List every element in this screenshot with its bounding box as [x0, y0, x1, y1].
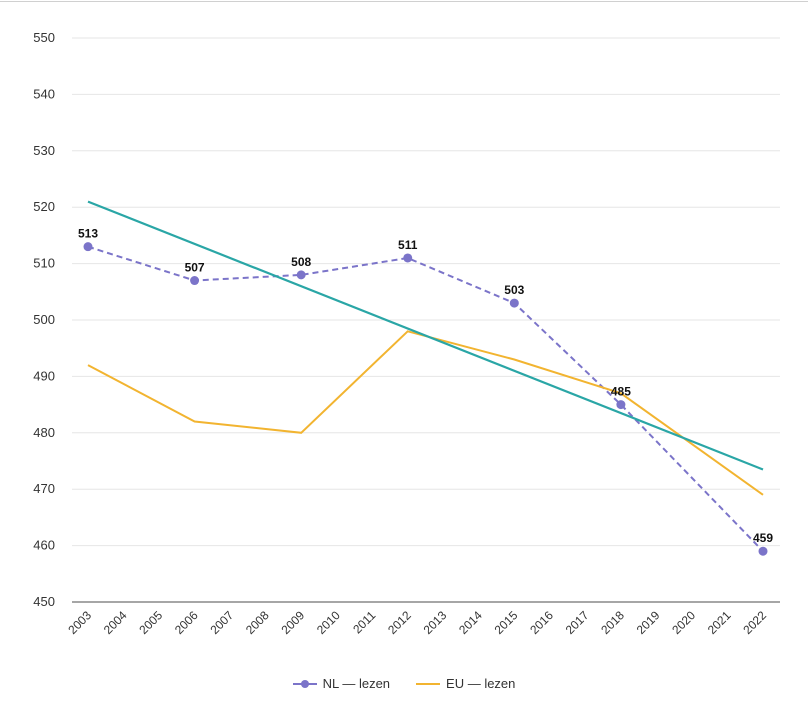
y-axis-ticks: 450 460 470 480 490 500 510 520 530 540 550 — [33, 30, 55, 609]
x-axis-ticks: 2003 2004 2005 2006 2007 2008 2009 2010 2011 2012… — [65, 608, 769, 637]
x-tick-label: 2018 — [598, 608, 627, 637]
x-tick-label: 2022 — [740, 608, 769, 637]
nl-data-point — [296, 270, 306, 280]
legend-nl-swatch-icon — [292, 679, 317, 688]
legend-eu-swatch-icon — [416, 682, 441, 685]
y-tick-label: 480 — [33, 425, 55, 440]
nl-data-point — [190, 276, 200, 286]
legend-item-eu[interactable]: EU — lezen — [416, 676, 515, 691]
nl-data-label: 513 — [78, 227, 98, 241]
legend-nl-label: NL — lezen — [322, 676, 391, 691]
x-tick-label: 2009 — [278, 608, 307, 637]
legend-eu-label: EU — lezen — [446, 676, 516, 691]
x-tick-label: 2021 — [705, 608, 734, 637]
top-border — [0, 1, 808, 2]
x-tick-label: 2004 — [101, 608, 130, 637]
data-labels: 513 507 508 511 503 485 459 — [78, 227, 773, 546]
x-tick-label: 2014 — [456, 608, 485, 637]
x-tick-label: 2012 — [385, 608, 414, 637]
x-tick-label: 2017 — [563, 608, 592, 637]
legend: NL — lezen EU — lezen — [0, 676, 808, 691]
y-tick-label: 520 — [33, 199, 55, 214]
x-tick-label: 2020 — [669, 608, 698, 637]
y-tick-label: 550 — [33, 30, 55, 45]
nl-data-label: 508 — [291, 255, 311, 269]
y-tick-label: 510 — [33, 256, 55, 271]
x-tick-label: 2005 — [136, 608, 165, 637]
series-nl-line — [87, 245, 764, 552]
x-tick-label: 2016 — [527, 608, 556, 637]
y-tick-label: 470 — [33, 481, 55, 496]
nl-data-point — [83, 242, 93, 252]
legend-item-nl[interactable]: NL — lezen — [292, 676, 391, 691]
y-tick-label: 450 — [33, 594, 55, 609]
nl-data-point — [758, 546, 768, 556]
nl-data-label: 511 — [398, 238, 418, 252]
x-tick-label: 2006 — [172, 608, 201, 637]
y-tick-label: 500 — [33, 312, 55, 327]
nl-data-label: 507 — [185, 261, 205, 275]
x-tick-label: 2007 — [207, 608, 236, 637]
x-tick-label: 2008 — [243, 608, 272, 637]
gridlines — [72, 37, 780, 603]
x-tick-label: 2015 — [492, 608, 521, 637]
nl-data-point — [616, 400, 626, 410]
nl-data-label: 503 — [504, 283, 524, 297]
nl-data-label: 459 — [753, 531, 773, 545]
y-tick-label: 530 — [33, 143, 55, 158]
series-group — [83, 200, 768, 556]
nl-data-point — [403, 253, 413, 263]
x-tick-label: 2013 — [421, 608, 450, 637]
y-tick-label: 490 — [33, 368, 55, 383]
x-tick-label: 2010 — [314, 608, 343, 637]
x-tick-label: 2011 — [350, 608, 378, 636]
y-tick-label: 460 — [33, 538, 55, 553]
x-tick-label: 2019 — [634, 608, 663, 637]
x-tick-label: 2003 — [65, 608, 94, 637]
series-eu-line — [87, 330, 764, 496]
y-tick-label: 540 — [33, 86, 55, 101]
nl-data-label: 485 — [611, 385, 631, 399]
trendline — [87, 200, 764, 471]
nl-data-point — [509, 298, 519, 308]
